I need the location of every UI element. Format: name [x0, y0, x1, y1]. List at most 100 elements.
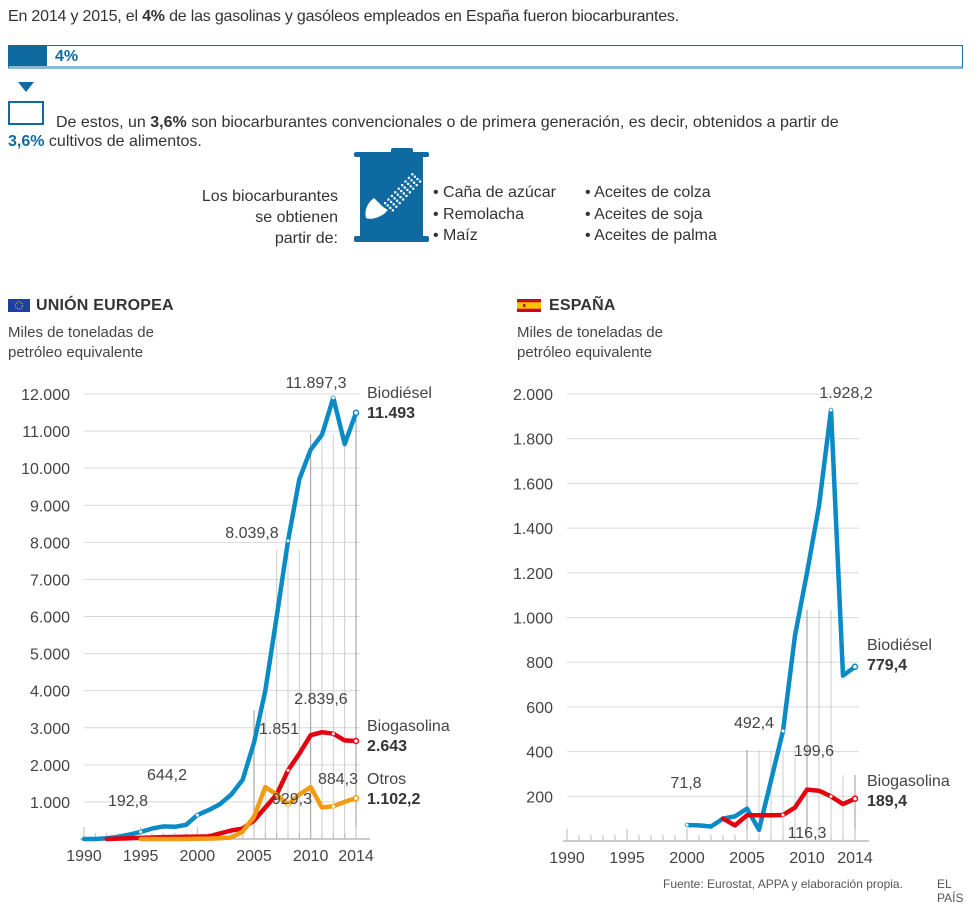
x-tick-label: 1995 — [609, 850, 645, 867]
y-tick-label: 1.000 — [30, 795, 70, 812]
annotated-point — [331, 396, 335, 400]
spain-unit-label: Miles de toneladas de petróleo equivalen… — [517, 324, 663, 361]
series-name-label: Biodiésel — [367, 385, 432, 402]
y-tick-label: 1.200 — [513, 566, 553, 583]
y-tick-label: 1.600 — [513, 476, 553, 493]
data-label: 884,3 — [318, 771, 358, 788]
series-name-label: Biogasolina — [367, 718, 450, 735]
y-tick-label: 2.000 — [513, 387, 553, 404]
y-tick-label: 600 — [526, 700, 553, 717]
data-label: 492,4 — [734, 715, 774, 732]
data-label: 192,8 — [108, 793, 148, 810]
x-tick-label: 2010 — [789, 850, 825, 867]
series-name-label: Biogasolina — [867, 773, 950, 790]
annotated-point — [286, 768, 290, 772]
share-bar-fill — [9, 46, 48, 66]
spain-flag-icon — [517, 299, 541, 312]
source-item: Maíz — [433, 225, 556, 247]
intro-text: En 2014 y 2015, el 4% de las gasolinas y… — [8, 8, 679, 26]
data-label: 11.897,3 — [285, 375, 346, 392]
series-end-point — [851, 663, 859, 671]
data-label: 929,3 — [272, 791, 312, 808]
eu-chart: 1.000 2.000 3.000 4.000 5.000 6.000 7.000 8.000… — [21, 375, 450, 865]
annotated-point — [286, 803, 290, 807]
x-tick-label: 2005 — [729, 850, 765, 867]
subset-highlight: 3,6% — [150, 114, 187, 131]
annotated-point — [195, 813, 199, 817]
y-tick-label: 1.800 — [513, 432, 553, 449]
intro-highlight: 4% — [142, 8, 165, 25]
data-label: 1.851 — [259, 721, 299, 738]
annotated-point — [781, 813, 785, 817]
sources-list-2: Aceites de colza Aceites de soja Aceites… — [585, 182, 717, 247]
data-label: 199,6 — [794, 743, 834, 760]
source-item: Aceites de colza — [585, 182, 717, 204]
data-label: 1.928,2 — [819, 385, 872, 402]
sources-label: Los biocarburantes se obtienen partir de… — [160, 186, 338, 249]
source-item: Caña de azúcar — [433, 182, 556, 204]
x-tick-label: 2014 — [837, 850, 873, 867]
series-end-point — [352, 794, 360, 802]
y-tick-label: 7.000 — [30, 572, 70, 589]
annotated-point — [331, 732, 335, 736]
x-tick-label: 2014 — [338, 848, 374, 865]
intro-post: de las gasolinas y gasóleos empleados en… — [164, 8, 679, 25]
share-bar-label: 4% — [55, 48, 79, 65]
y-tick-label: 400 — [526, 745, 553, 762]
series-end-point — [352, 737, 360, 745]
data-label: 71,8 — [670, 775, 701, 792]
eu-unit-label: Miles de toneladas de petróleo equivalen… — [8, 324, 154, 361]
corn-can-icon — [354, 148, 429, 242]
y-tick-label: 4.000 — [30, 684, 70, 701]
x-tick-label: 2000 — [180, 848, 216, 865]
subset-pre: De estos, un — [56, 114, 151, 131]
eu-title: UNIÓN EUROPEA — [36, 297, 174, 314]
data-label: 8.039,8 — [225, 525, 278, 542]
eu-flag-icon — [8, 299, 30, 312]
y-tick-label: 11.000 — [22, 424, 70, 441]
source-item: Aceites de soja — [585, 204, 717, 226]
series-line-otros — [138, 784, 359, 842]
y-tick-label: 5.000 — [30, 647, 70, 664]
y-tick-label: 2.000 — [30, 758, 70, 775]
annotated-point — [829, 408, 833, 412]
share-bar: 4% — [8, 45, 963, 69]
annotated-point — [781, 729, 785, 733]
data-label: 116,3 — [788, 825, 827, 842]
brand-label: EL PAÍS — [937, 877, 964, 905]
y-tick-label: 1.400 — [513, 521, 553, 538]
series-end-value: 779,4 — [867, 657, 907, 674]
subset-text: De estos, un 3,6% son biocarburantes con… — [56, 112, 936, 133]
sources-label-line: se obtienen — [255, 209, 338, 226]
series-line-biogasolina — [720, 787, 858, 828]
x-tick-label: 2000 — [669, 850, 705, 867]
sources-label-line: Los biocarburantes — [201, 188, 338, 205]
y-tick-label: 10.000 — [21, 461, 70, 478]
series-end-point — [851, 795, 859, 802]
y-tick-label: 3.000 — [30, 721, 70, 738]
data-label: 644,2 — [147, 767, 187, 784]
subset-post: son biocarburantes convencionales o de p… — [186, 114, 839, 131]
annotated-point — [829, 794, 833, 798]
source-item: Aceites de palma — [585, 225, 717, 247]
x-tick-label: 1995 — [123, 848, 159, 865]
annotated-point — [331, 804, 335, 808]
subset-text-line2: 3,6% cultivos de alimentos. — [8, 133, 202, 151]
series-end-point — [352, 409, 360, 417]
y-tick-label: 8.000 — [30, 535, 70, 552]
annotated-point — [685, 823, 689, 827]
subset-line2-post: cultivos de alimentos. — [44, 133, 202, 150]
down-arrow-icon — [18, 82, 34, 92]
sources-list-1: Caña de azúcar Remolacha Maíz — [433, 182, 556, 247]
y-tick-label: 6.000 — [30, 610, 70, 627]
sources-label-line: partir de: — [274, 230, 338, 247]
source-item: Remolacha — [433, 204, 556, 226]
x-tick-label: 1990 — [549, 850, 585, 867]
annotated-point — [286, 539, 290, 543]
x-tick-label: 2005 — [236, 848, 272, 865]
y-tick-label: 12.000 — [21, 387, 70, 404]
series-end-value: 1.102,2 — [367, 791, 420, 808]
source-note: Fuente: Eurostat, APPA y elaboración pro… — [663, 877, 903, 891]
annotated-point — [139, 830, 143, 834]
series-name-label: Biodiésel — [867, 637, 932, 654]
